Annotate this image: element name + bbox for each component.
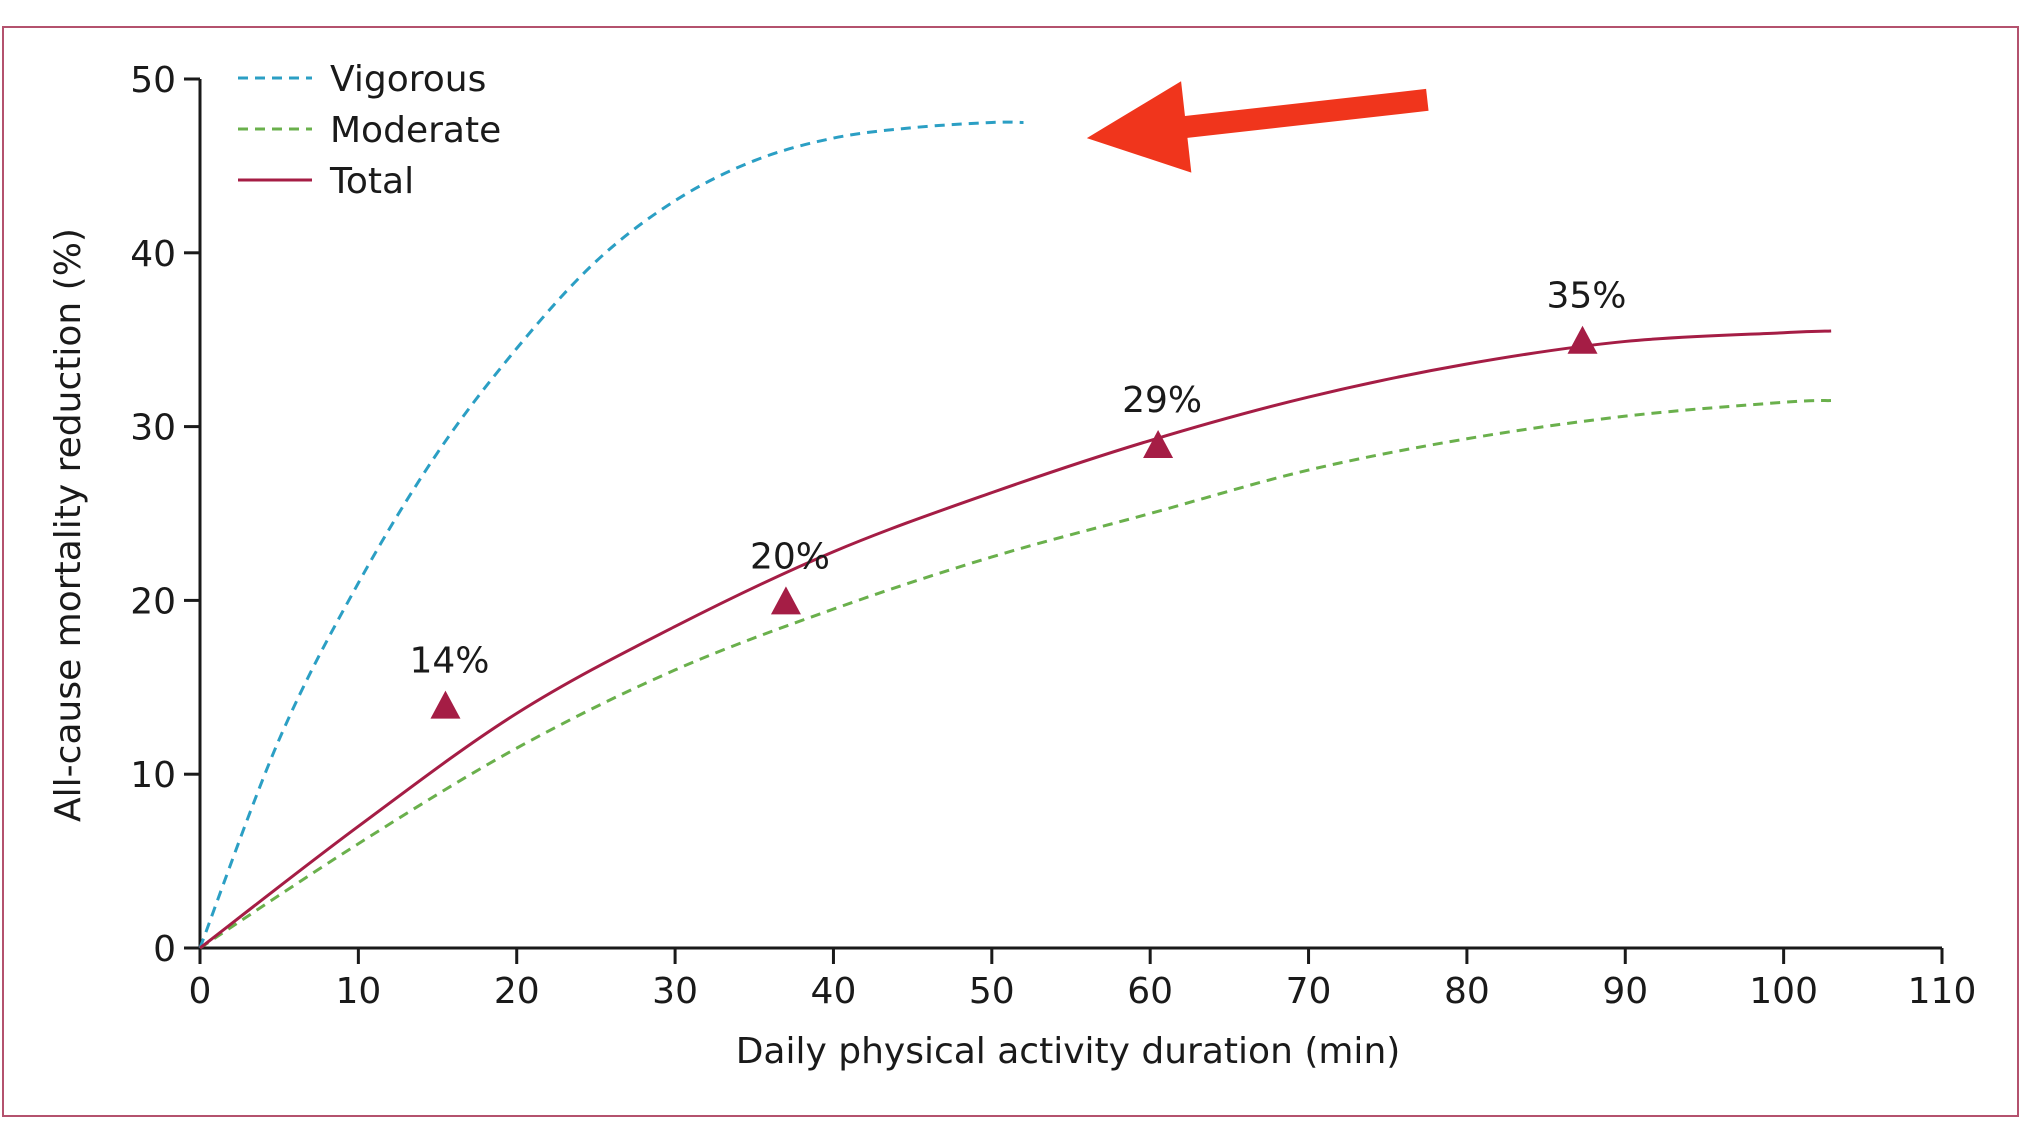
x-tick-label: 70 [1286,971,1332,1012]
y-tick-label: 10 [130,755,176,796]
x-tick-label: 80 [1444,971,1490,1012]
legend-label-vigorous: Vigorous [330,59,486,100]
y-tick-label: 20 [130,581,176,622]
x-tick-label: 30 [652,971,698,1012]
x-tick-label: 90 [1602,971,1648,1012]
triangle-marker [1567,325,1598,354]
legend: Vigorous Moderate Total [238,59,501,202]
series-layer [198,120,1832,950]
x-tick-label: 0 [189,971,212,1012]
legend-label-moderate: Moderate [330,110,501,151]
series-line-total [199,329,1832,950]
figure-frame [2,26,2019,1117]
x-tick-label: 10 [335,971,381,1012]
x-tick-label: 50 [969,971,1015,1012]
y-tick-label: 30 [130,408,176,449]
marker-label: 14% [409,641,489,682]
triangle-marker [1143,429,1174,458]
x-tick-label: 20 [494,971,540,1012]
marker-label: 20% [750,536,830,577]
triangle-marker [430,690,461,719]
series-line-moderate [199,399,1832,950]
y-tick-label: 0 [153,929,176,970]
marker-label: 35% [1547,276,1627,317]
y-tick-label: 50 [130,60,176,101]
legend-label-total: Total [329,161,414,202]
marker-label: 29% [1122,380,1202,421]
annotation-arrow [1086,81,1429,173]
x-tick-label: 110 [1908,971,1977,1012]
x-tick-label: 40 [811,971,857,1012]
x-tick-label: 60 [1127,971,1173,1012]
axes: 0 10 20 30 40 50 60 70 80 90 100 110 0 10 20 30 40 50 [130,60,1976,1012]
x-tick-label: 100 [1749,971,1818,1012]
markers-layer: 14% 20% 29% 35% [409,276,1627,719]
x-axis-label: Daily physical activity duration (min) [736,1031,1401,1072]
triangle-marker [770,586,801,615]
y-tick-label: 40 [130,234,176,275]
y-axis-label: All-cause mortality reduction (%) [48,228,89,822]
red-arrow-icon [1086,81,1429,173]
series-line-vigorous [198,120,1024,949]
